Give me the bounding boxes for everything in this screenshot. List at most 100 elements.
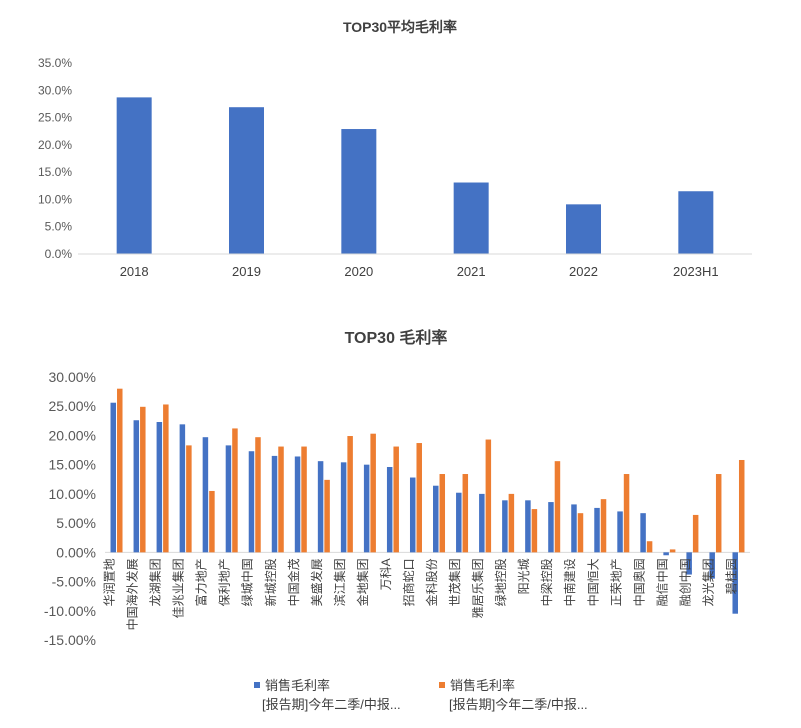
legend-swatch-series-2 [439, 682, 445, 688]
bar-碧桂园-series-2 [738, 459, 745, 553]
bar-龙湖集团-series-2 [163, 404, 169, 553]
x-tick-label: 绿地控股 [493, 558, 508, 606]
bar-2021 [453, 182, 489, 254]
x-tick-label: 招商蛇口 [401, 558, 416, 606]
x-tick-label: 新城控股 [263, 558, 278, 606]
x-tick-label: 金地集团 [355, 558, 370, 606]
chart-2-gross-margin: TOP30 毛利率 -15.00% -10.00% -5.00% 0.00% 5.00%… [44, 328, 750, 712]
y-tick-label: 0.00% [56, 544, 96, 560]
bar-中国金茂-series-2 [301, 446, 307, 553]
y-tick-label: 20.0% [38, 138, 72, 152]
y-tick-label: 25.00% [49, 398, 96, 414]
y-tick-label: -10.00% [44, 603, 96, 619]
bar-龙光集团-series-2 [715, 474, 722, 553]
bar-中梁控股-series-2 [554, 461, 561, 553]
bar-中国海外发展-series-1 [133, 420, 140, 553]
bar-金地集团-series-2 [370, 433, 376, 553]
chart-1-title: TOP30平均毛利率 [343, 19, 457, 35]
bar-华润置地-series-2 [117, 388, 123, 553]
x-tick-label: 碧桂园 [723, 558, 738, 594]
x-tick-label: 融创中国 [677, 558, 692, 606]
bar-佳兆业集团-series-2 [186, 445, 192, 553]
x-tick-label: 2021 [457, 264, 486, 279]
bar-金科股份-series-2 [439, 474, 446, 553]
x-tick-label: 2022 [569, 264, 598, 279]
bar-滨江集团-series-2 [347, 436, 353, 553]
x-tick-label: 中国海外发展 [125, 558, 140, 630]
bar-2020 [341, 129, 377, 254]
chart-1-avg-gross-margin: TOP30平均毛利率 0.0% 5.0% 10.0% 15.0% 20.0% 25.0% 3… [38, 19, 752, 279]
bar-中国恒大-series-2 [600, 499, 607, 553]
x-tick-label: 佳兆业集团 [171, 558, 186, 618]
x-tick-label: 正荣地产 [609, 558, 623, 606]
legend-label-series-1-line-2: [报告期]今年二季/中报... [262, 697, 401, 712]
bar-2018 [116, 97, 152, 254]
legend-label-series-2-line-1: 销售毛利率 [450, 678, 515, 693]
bar-中国海外发展-series-2 [140, 406, 146, 553]
bar-佳兆业集团-series-1 [179, 424, 186, 553]
bar-富力地产-series-1 [202, 437, 209, 553]
bar-正荣地产-series-2 [623, 474, 630, 553]
bar-融信中国-series-1 [663, 552, 669, 556]
bar-碧桂园-series-1 [732, 552, 738, 614]
x-tick-label: 美盛发展 [309, 558, 324, 606]
x-tick-label: 2020 [344, 264, 373, 279]
y-tick-label: 5.00% [56, 515, 96, 531]
bar-雅居乐集团-series-2 [485, 439, 492, 553]
bar-新城控股-series-1 [271, 455, 278, 553]
bar-阳光城-series-2 [531, 509, 538, 553]
bar-龙湖集团-series-1 [156, 422, 163, 553]
chart-1-y-ticks: 0.0% 5.0% 10.0% 15.0% 20.0% 25.0% 30.0% 35.0% [38, 56, 72, 261]
bar-华润置地-series-1 [110, 402, 117, 553]
bar-富力地产-series-2 [209, 490, 215, 553]
x-tick-label: 金科股份 [424, 558, 439, 606]
bar-正荣地产-series-1 [617, 511, 623, 553]
y-tick-label: 20.00% [49, 427, 96, 443]
bar-滨江集团-series-1 [340, 462, 347, 553]
bar-雅居乐集团-series-1 [479, 493, 485, 553]
y-tick-label: -5.00% [52, 574, 96, 590]
bar-2023H1 [678, 191, 714, 254]
x-tick-label: 阳光城 [517, 558, 531, 594]
x-tick-label: 中梁控股 [539, 558, 554, 606]
y-tick-label: 30.0% [38, 83, 72, 97]
bar-中国恒大-series-1 [594, 507, 600, 553]
bar-中南建设-series-1 [571, 504, 577, 553]
bar-2022 [566, 204, 601, 254]
bar-世茂集团-series-2 [462, 474, 469, 553]
bar-绿城中国-series-1 [248, 451, 255, 553]
bar-保利地产-series-2 [232, 428, 238, 553]
x-tick-label: 2018 [120, 264, 149, 279]
bar-世茂集团-series-1 [456, 492, 462, 553]
x-tick-label: 龙光集团 [700, 558, 715, 606]
chart-2-title: TOP30 毛利率 [345, 328, 448, 347]
y-tick-label: 15.0% [38, 165, 72, 179]
bar-融创中国-series-1 [686, 552, 692, 575]
x-tick-label: 世茂集团 [447, 558, 462, 606]
legend-label-series-2-line-2: [报告期]今年二季/中报... [449, 697, 588, 712]
bar-绿地控股-series-2 [508, 493, 515, 553]
bar-绿地控股-series-1 [502, 500, 508, 553]
x-tick-label: 中国恒大 [585, 558, 600, 606]
x-tick-label: 2023H1 [673, 264, 719, 279]
bar-中梁控股-series-1 [548, 502, 554, 553]
bar-阳光城-series-1 [525, 500, 531, 553]
y-tick-label: 10.00% [49, 486, 96, 502]
bar-中国奥园-series-2 [646, 541, 653, 553]
bar-万科A-series-1 [386, 467, 393, 553]
legend-label-series-1-line-1: 销售毛利率 [265, 678, 330, 693]
chart-1-x-labels: 2018 2019 2020 2021 2022 2023H1 [120, 264, 719, 279]
y-tick-label: 30.00% [49, 369, 96, 385]
bar-新城控股-series-2 [278, 446, 284, 553]
bar-保利地产-series-1 [225, 445, 232, 553]
bar-金地集团-series-1 [363, 464, 370, 553]
y-tick-label: 25.0% [38, 111, 72, 125]
bar-绿城中国-series-2 [255, 437, 261, 553]
x-tick-label: 保利地产 [218, 558, 232, 606]
x-tick-label: 滨江集团 [332, 558, 347, 606]
x-tick-label: 绿城中国 [240, 558, 255, 606]
x-tick-label: 2019 [232, 264, 261, 279]
y-tick-label: 10.0% [38, 192, 72, 206]
x-tick-label: 龙湖集团 [148, 558, 163, 606]
